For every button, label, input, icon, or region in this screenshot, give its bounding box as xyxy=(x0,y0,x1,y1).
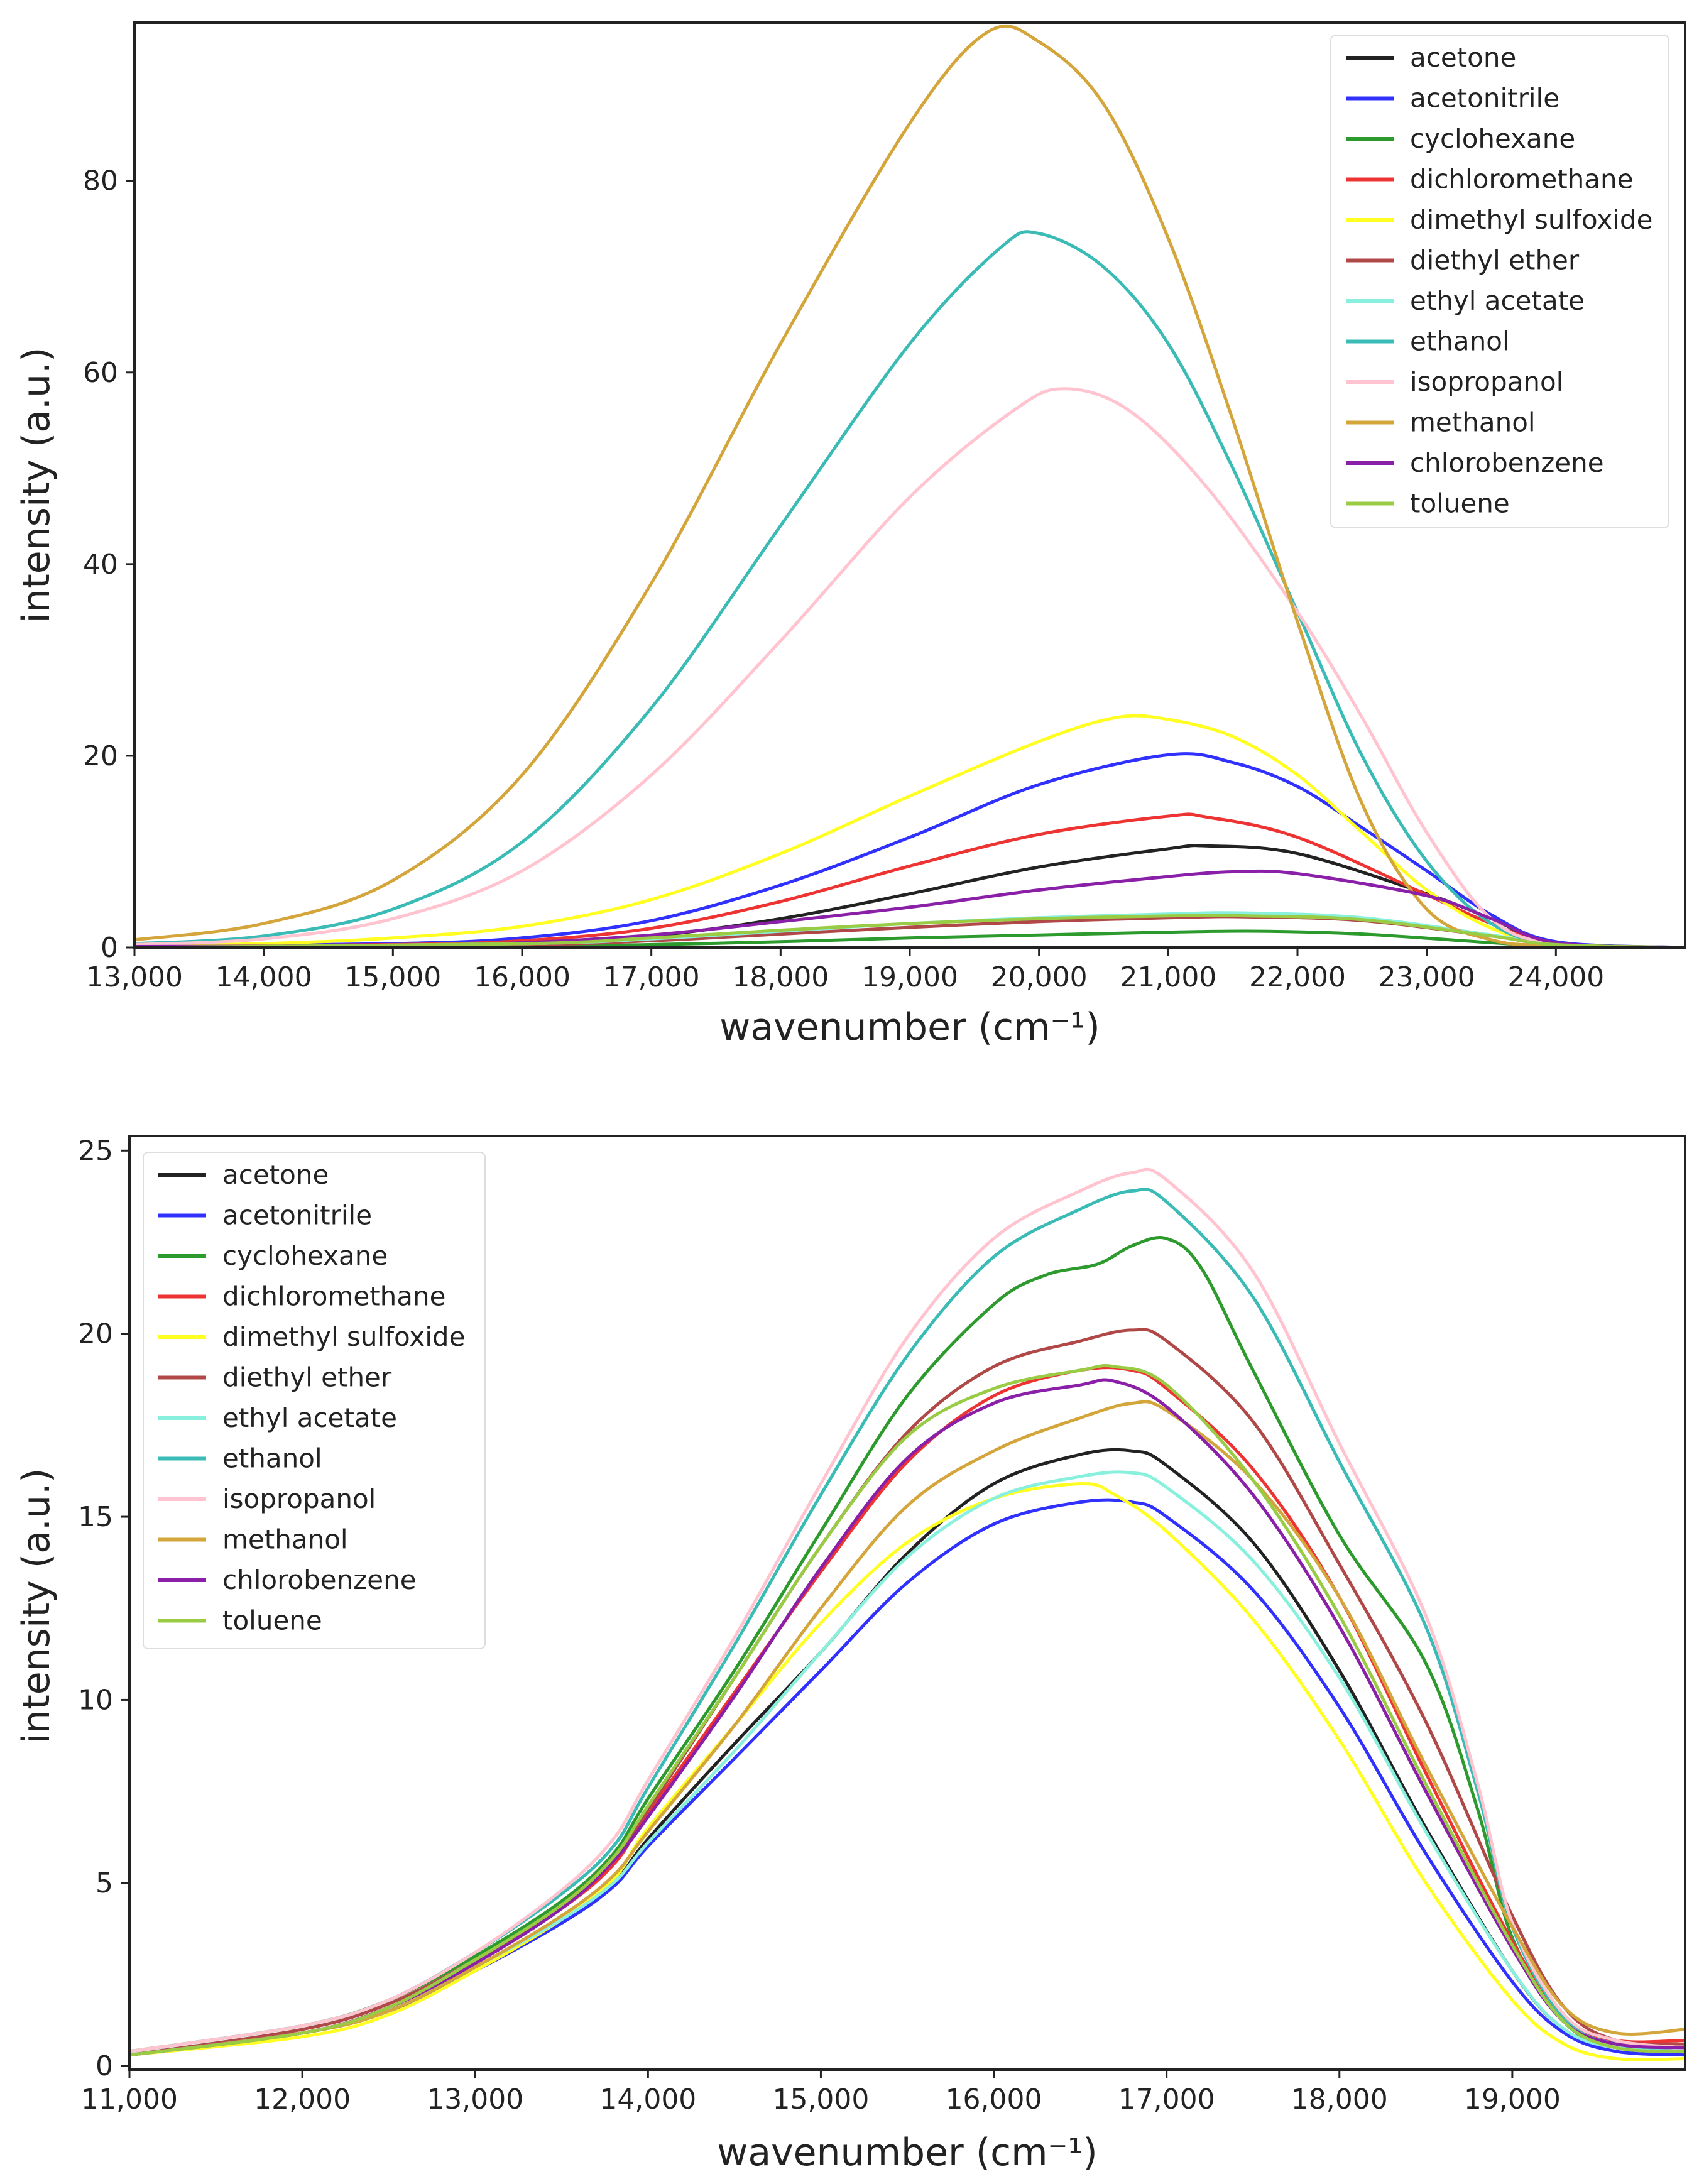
series-line-toluene xyxy=(129,1364,1685,2057)
series-line-dimethyl-sulfoxide xyxy=(129,1482,1685,2061)
x-tick-label: 17,000 xyxy=(603,961,700,993)
x-tick-label: 15,000 xyxy=(772,2083,869,2116)
legend-top: acetone acetonitrile cyclohexane dichlorome… xyxy=(1330,35,1669,528)
legend-box xyxy=(143,1152,486,1649)
x-tick-label: 19,000 xyxy=(861,961,958,993)
x-tick-label: 17,000 xyxy=(1118,2083,1215,2116)
y-tick-label: 25 xyxy=(78,1135,113,1167)
series-line-cyclohexane xyxy=(134,929,1685,947)
legend-label: acetone xyxy=(1410,42,1516,73)
x-tick-label: 18,000 xyxy=(1291,2083,1388,2116)
legend-label: ethanol xyxy=(1410,326,1510,357)
y-tick-label: 20 xyxy=(78,1318,113,1350)
chart-bottom: 11,000 12,000 13,000 14,000 15,000 16,000 17,0… xyxy=(14,1135,1686,2175)
series-line-methanol xyxy=(129,1400,1685,2057)
y-tick-label: 40 xyxy=(83,549,118,581)
x-tick-label: 15,000 xyxy=(344,961,441,993)
legend-label: toluene xyxy=(1410,488,1510,519)
legend-label: methanol xyxy=(1410,407,1536,438)
x-tick-label: 19,000 xyxy=(1464,2083,1561,2116)
y-tick-label: 0 xyxy=(96,2050,113,2082)
y-tick-label: 15 xyxy=(78,1501,113,1533)
legend-label: isopropanol xyxy=(222,1483,376,1514)
legend-label: toluene xyxy=(222,1605,322,1636)
legend-label: dimethyl sulfoxide xyxy=(1410,204,1652,235)
y-tick-label: 60 xyxy=(83,357,118,389)
series-line-cyclohexane xyxy=(129,1236,1685,2053)
series-line-acetonitrile xyxy=(134,752,1685,947)
x-tick-label: 18,000 xyxy=(732,961,829,993)
y-axis-title-top: intensity (a.u.) xyxy=(14,347,58,623)
y-tick-label: 0 xyxy=(101,932,118,964)
chart-top: 13,000 14,000 15,000 16,000 17,000 18,000 19,0… xyxy=(14,21,1686,1049)
x-tick-label: 16,000 xyxy=(474,961,571,993)
x-tick-label: 14,000 xyxy=(216,961,312,993)
legend-label: dimethyl sulfoxide xyxy=(222,1321,465,1352)
series-line-chlorobenzene xyxy=(129,1378,1685,2057)
legend-label: methanol xyxy=(222,1524,348,1555)
legend-label: dichloromethane xyxy=(1410,164,1633,195)
y-tick-label: 5 xyxy=(96,1867,113,1899)
x-tick-label: 22,000 xyxy=(1249,961,1346,993)
legend-label: acetone xyxy=(222,1159,329,1190)
x-axis-title-bottom: wavenumber (cm⁻¹) xyxy=(717,2131,1097,2175)
legend-label: cyclohexane xyxy=(222,1240,388,1271)
x-tick-label: 16,000 xyxy=(946,2083,1042,2116)
legend-bottom: acetone acetonitrile cyclohexane dichlorome… xyxy=(143,1152,486,1649)
legend-label: chlorobenzene xyxy=(222,1564,417,1595)
x-tick-label: 13,000 xyxy=(427,2083,523,2116)
x-tick-label: 14,000 xyxy=(599,2083,696,2116)
legend-label: cyclohexane xyxy=(1410,123,1575,154)
x-tick-label: 24,000 xyxy=(1507,961,1604,993)
series-line-ethanol xyxy=(134,230,1685,947)
legend-label: ethyl acetate xyxy=(222,1402,397,1433)
y-tick-label: 80 xyxy=(83,165,118,197)
x-tick-label: 11,000 xyxy=(81,2083,178,2116)
legend-label: acetonitrile xyxy=(222,1200,372,1231)
y-tick-label: 20 xyxy=(83,740,118,772)
legend-label: ethanol xyxy=(222,1443,322,1474)
x-tick-label: 23,000 xyxy=(1379,961,1475,993)
legend-label: ethyl acetate xyxy=(1410,285,1585,316)
legend-label: chlorobenzene xyxy=(1410,447,1604,478)
legend-label: dichloromethane xyxy=(222,1281,445,1312)
x-tick-label: 12,000 xyxy=(254,2083,351,2116)
series-line-toluene xyxy=(134,914,1685,947)
legend-label: isopropanol xyxy=(1410,366,1563,397)
legend-label: diethyl ether xyxy=(1410,245,1580,276)
y-tick-label: 10 xyxy=(78,1684,113,1716)
x-tick-label: 20,000 xyxy=(991,961,1088,993)
legend-box xyxy=(1330,35,1669,528)
series-line-methanol xyxy=(134,24,1685,947)
legend-label: diethyl ether xyxy=(222,1362,392,1393)
y-axis-title-bottom: intensity (a.u.) xyxy=(14,1468,58,1744)
series-line-isopropanol xyxy=(129,1167,1685,2053)
series-line-dimethyl-sulfoxide xyxy=(134,714,1685,947)
x-tick-label: 21,000 xyxy=(1120,961,1216,993)
legend-label: acetonitrile xyxy=(1410,83,1559,114)
series-line-isopropanol xyxy=(134,387,1685,947)
x-tick-label: 13,000 xyxy=(86,961,183,993)
x-axis-title-top: wavenumber (cm⁻¹) xyxy=(719,1005,1100,1049)
plot-frame-bottom xyxy=(128,1135,1686,2071)
